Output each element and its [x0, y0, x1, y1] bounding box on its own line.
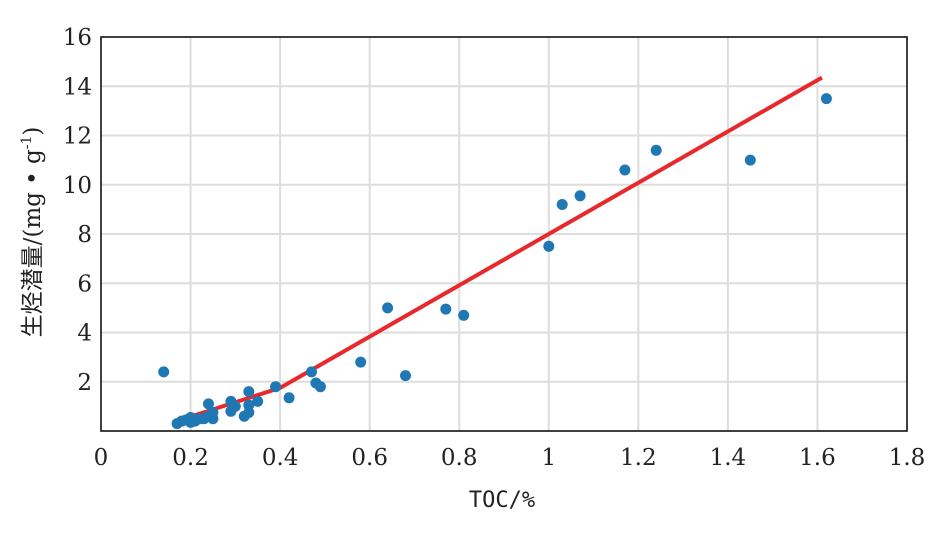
x-tick-label: 1.8 [889, 445, 926, 471]
data-point [650, 144, 662, 156]
data-point [243, 399, 255, 411]
x-tick-label: 1.4 [710, 445, 747, 471]
data-point [382, 302, 394, 314]
y-tick-label: 10 [63, 173, 92, 199]
fit-line [171, 75, 823, 425]
data-point [543, 240, 555, 252]
y-axis-title: 生烃潜量/(mg • g-1) [19, 127, 46, 338]
data-points-layer [158, 93, 832, 430]
x-tick-label: 0.8 [441, 445, 478, 471]
y-tick-label: 2 [77, 370, 92, 396]
plot-frame [100, 36, 908, 432]
data-point [619, 164, 631, 176]
data-point [400, 370, 411, 382]
y-axis-title-superscript: -1 [19, 136, 35, 150]
data-point [203, 398, 214, 410]
data-point [314, 381, 326, 393]
x-tick-label: 0.2 [172, 445, 209, 471]
y-tick-labels: 2 4 6 8 10 12 14 16 [63, 25, 92, 396]
data-point [458, 309, 470, 321]
y-tick-label: 16 [63, 25, 92, 51]
x-axis-title: TOC/% [469, 488, 535, 513]
y-tick-label: 12 [63, 124, 92, 150]
data-point [158, 366, 170, 378]
y-tick-label: 14 [63, 74, 92, 100]
x-tick-label: 1.2 [620, 445, 657, 471]
y-tick-label: 4 [77, 321, 92, 347]
data-point [820, 93, 832, 105]
x-tick-label: 0.6 [351, 445, 388, 471]
x-tick-label: 1 [541, 445, 556, 471]
data-point [283, 392, 295, 404]
y-tick-label: 6 [77, 271, 92, 297]
y-tick-label: 8 [77, 222, 92, 248]
data-point [243, 386, 255, 398]
y-axis-title-main: 生烃潜量/(mg • g [20, 149, 46, 337]
data-point [270, 381, 282, 393]
data-point [252, 395, 264, 407]
x-tick-label: 0 [94, 445, 109, 471]
data-point [229, 400, 241, 412]
data-point [306, 366, 317, 378]
data-point [440, 303, 452, 315]
data-point [744, 154, 756, 166]
data-point [355, 356, 367, 368]
data-point [556, 199, 568, 210]
grid-lines [101, 37, 907, 431]
x-tick-label: 0.4 [262, 445, 299, 471]
fit-line-layer [171, 75, 823, 425]
x-tick-labels: 0 0.2 0.4 0.6 0.8 1 1.2 1.4 1.6 1.8 [94, 445, 926, 471]
y-axis-title-close: ) [20, 127, 46, 136]
x-tick-label: 1.6 [799, 445, 836, 471]
data-point [207, 407, 219, 418]
data-point [574, 190, 586, 202]
